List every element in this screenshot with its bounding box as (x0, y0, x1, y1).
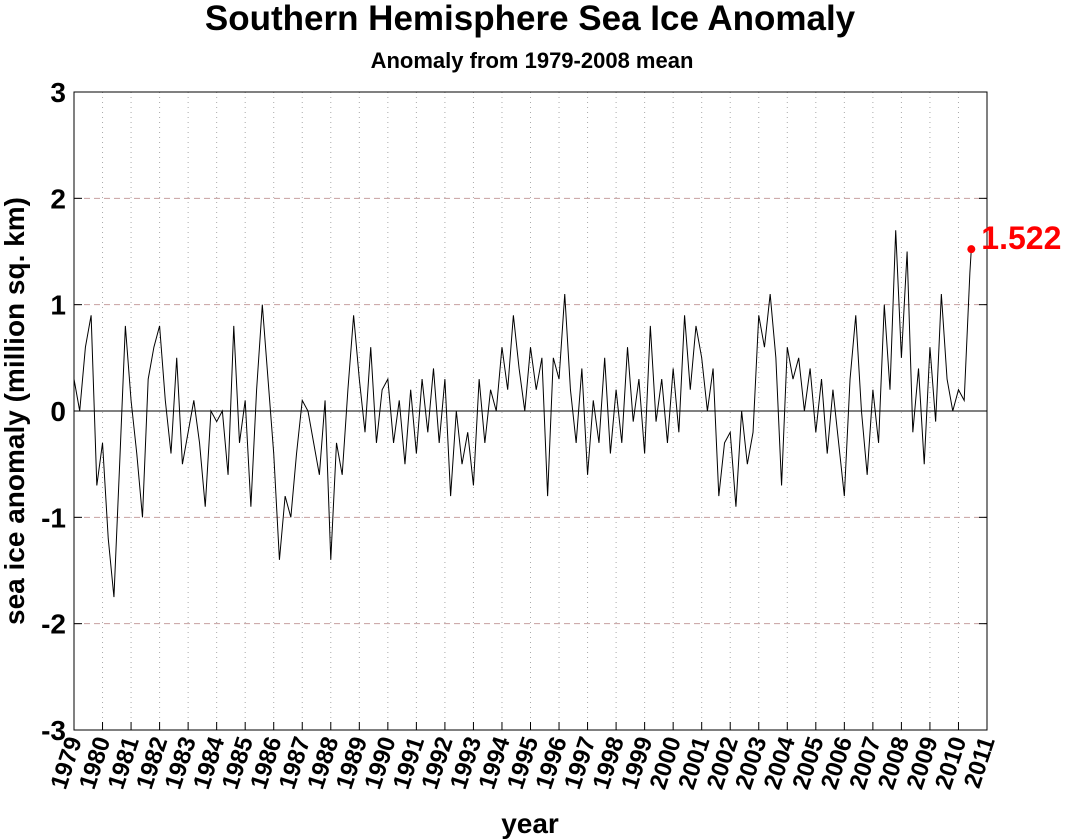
chart-subtitle: Anomaly from 1979-2008 mean (371, 48, 694, 73)
y-tick-label: -1 (41, 502, 66, 533)
data-line (73, 230, 972, 598)
annotation: 1.522 (981, 220, 1061, 256)
y-tick-label: 0 (50, 396, 66, 427)
highlight-point (967, 245, 976, 254)
y-tick-label: -3 (41, 715, 66, 746)
y-tick-label: 2 (50, 183, 66, 214)
y-tick-label: -2 (41, 609, 66, 640)
y-tick-label: 3 (50, 77, 66, 108)
y-tick-label: 1 (50, 290, 66, 321)
x-axis-label: year (501, 808, 559, 839)
y-axis-label: sea ice anomaly (million sq. km) (0, 197, 30, 625)
chart-title: Southern Hemisphere Sea Ice Anomaly (205, 0, 856, 38)
plot-frame (73, 91, 988, 731)
